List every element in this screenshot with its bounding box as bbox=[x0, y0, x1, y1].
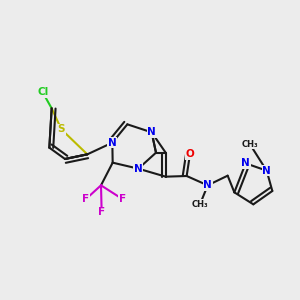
Text: N: N bbox=[262, 166, 271, 176]
Text: S: S bbox=[58, 124, 65, 134]
Text: N: N bbox=[134, 164, 143, 174]
Text: N: N bbox=[108, 138, 117, 148]
Text: O: O bbox=[186, 149, 194, 159]
Text: F: F bbox=[98, 207, 105, 217]
Text: F: F bbox=[119, 194, 126, 204]
Text: N: N bbox=[203, 180, 212, 190]
Text: N: N bbox=[241, 158, 250, 168]
Text: Cl: Cl bbox=[37, 87, 48, 97]
Text: N: N bbox=[147, 127, 156, 137]
Text: CH₃: CH₃ bbox=[242, 140, 258, 149]
Text: CH₃: CH₃ bbox=[192, 200, 208, 209]
Text: F: F bbox=[82, 194, 90, 204]
